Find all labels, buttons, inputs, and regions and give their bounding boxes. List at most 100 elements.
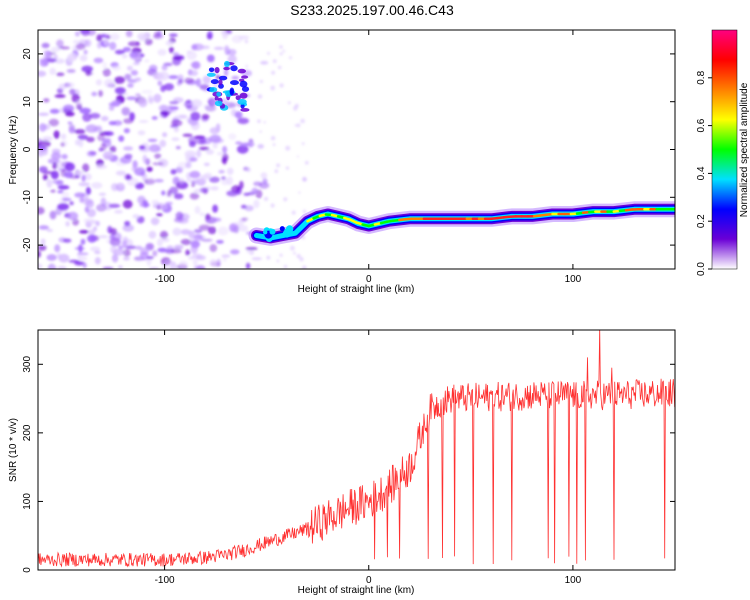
hf-blob-cell (218, 75, 228, 81)
noise-blob (245, 247, 258, 251)
noise-blob (186, 50, 192, 54)
noise-blob (86, 30, 96, 36)
y-tick-label: 300 (22, 356, 33, 373)
noise-blob (73, 39, 80, 45)
noise-blob (123, 248, 131, 257)
noise-blob (42, 136, 53, 141)
noise-blob (146, 166, 153, 172)
hf-blob-cell (206, 72, 216, 77)
hf-blob-cell (230, 80, 239, 86)
noise-blob (183, 77, 195, 84)
noise-blob (221, 158, 227, 163)
noise-blob (212, 204, 219, 213)
noise-blob (65, 111, 75, 117)
noise-blob (198, 135, 206, 144)
colorbar: 0.0 0.2 0.4 0.6 0.8 Normalized spectral ampl… (696, 29, 750, 276)
noise-blob (126, 96, 138, 101)
noise-blob (156, 213, 163, 217)
colorbar-tick-label: 0.0 (696, 262, 707, 276)
y-tick-label: -10 (22, 190, 33, 205)
noise-dot (272, 143, 276, 147)
hf-blob-cell (239, 92, 248, 99)
noise-blob (180, 229, 191, 235)
noise-blob (142, 154, 148, 164)
noise-blob (43, 98, 50, 103)
noise-dot (270, 85, 276, 91)
noise-blob (262, 178, 268, 185)
noise-blob (190, 99, 203, 108)
noise-blob (138, 120, 149, 123)
noise-blob (172, 52, 180, 57)
noise-blob (209, 176, 220, 183)
noise-blob (206, 33, 213, 40)
hf-blob-cell (235, 95, 241, 101)
noise-blob (223, 68, 229, 77)
noise-blob (202, 75, 211, 84)
noise-dot (283, 197, 288, 202)
noise-blob (108, 203, 121, 208)
noise-blob (56, 39, 64, 48)
noise-blob (154, 178, 164, 183)
noise-dot (279, 52, 283, 56)
noise-blob (191, 44, 198, 51)
noise-blob (104, 131, 114, 136)
noise-blob (257, 144, 265, 149)
snr-xlabel: Height of straight line (km) (298, 585, 415, 596)
noise-blob (98, 147, 104, 152)
noise-blob (108, 105, 115, 111)
noise-blob (241, 217, 249, 221)
noise-blob (226, 30, 232, 34)
ridge-start-spot (271, 235, 276, 240)
noise-blob (206, 54, 215, 63)
noise-blob (68, 126, 76, 134)
noise-blob (169, 262, 178, 269)
noise-blob (122, 47, 131, 52)
noise-blob (137, 32, 148, 40)
y-tick-label: 20 (22, 48, 33, 60)
noise-blob (227, 49, 237, 56)
noise-blob (209, 244, 218, 253)
hf-blob-cell (237, 98, 247, 105)
noise-blob (91, 182, 103, 189)
noise-blob (228, 133, 237, 141)
noise-blob (127, 83, 134, 88)
noise-blob (38, 112, 50, 117)
noise-blob (168, 46, 174, 54)
noise-dot (285, 145, 291, 151)
noise-blob (48, 118, 59, 127)
noise-blob (103, 39, 109, 46)
ridge-start-spot (263, 230, 268, 235)
noise-blob (196, 265, 206, 269)
noise-dot (302, 209, 307, 214)
noise-blob (126, 65, 133, 71)
noise-blob (104, 78, 115, 88)
noise-blob (78, 244, 83, 253)
noise-dot (257, 119, 261, 124)
noise-blob (148, 230, 157, 239)
noise-blob (66, 69, 76, 73)
snr-panel: -100 0 100 0 100 200 300 Height of straight li… (8, 329, 676, 596)
noise-blob (109, 41, 117, 51)
noise-blob (260, 60, 269, 65)
noise-blob (161, 190, 166, 196)
noise-blob (123, 256, 130, 261)
noise-blob (198, 146, 210, 151)
noise-dot (244, 39, 249, 44)
noise-blob (170, 248, 182, 254)
noise-blob (66, 82, 75, 88)
y-tick-label: 200 (22, 424, 33, 441)
noise-dot (250, 142, 254, 147)
noise-blob (199, 212, 205, 217)
noise-blob (82, 113, 92, 122)
noise-blob (216, 258, 221, 268)
noise-blob (86, 136, 95, 143)
noise-blobs (38, 30, 309, 269)
noise-blob (51, 152, 62, 160)
noise-blob (100, 197, 107, 207)
hf-blob-cell (210, 79, 219, 85)
noise-dot (302, 177, 307, 182)
colorbar-ticks: 0.0 0.2 0.4 0.6 0.8 (696, 70, 712, 276)
noise-blob (209, 127, 220, 135)
noise-blob (205, 105, 217, 112)
noise-blob (151, 199, 159, 205)
